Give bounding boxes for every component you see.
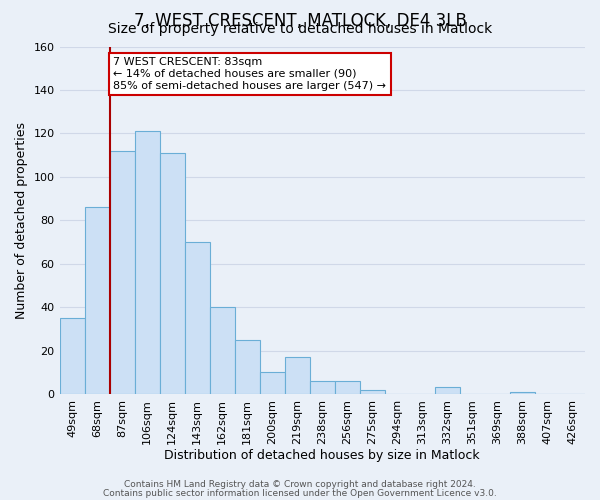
Bar bbox=[110, 150, 134, 394]
Bar bbox=[260, 372, 285, 394]
Bar bbox=[435, 388, 460, 394]
Bar bbox=[209, 307, 235, 394]
Text: Size of property relative to detached houses in Matlock: Size of property relative to detached ho… bbox=[108, 22, 492, 36]
Bar bbox=[59, 318, 85, 394]
Bar bbox=[335, 381, 360, 394]
Bar bbox=[160, 153, 185, 394]
Text: 7 WEST CRESCENT: 83sqm
← 14% of detached houses are smaller (90)
85% of semi-det: 7 WEST CRESCENT: 83sqm ← 14% of detached… bbox=[113, 58, 386, 90]
Bar bbox=[310, 381, 335, 394]
Bar bbox=[285, 357, 310, 394]
Bar bbox=[85, 207, 110, 394]
Bar bbox=[360, 390, 385, 394]
X-axis label: Distribution of detached houses by size in Matlock: Distribution of detached houses by size … bbox=[164, 450, 480, 462]
Bar bbox=[185, 242, 209, 394]
Bar bbox=[510, 392, 535, 394]
Bar bbox=[235, 340, 260, 394]
Y-axis label: Number of detached properties: Number of detached properties bbox=[15, 122, 28, 318]
Text: Contains public sector information licensed under the Open Government Licence v3: Contains public sector information licen… bbox=[103, 488, 497, 498]
Text: Contains HM Land Registry data © Crown copyright and database right 2024.: Contains HM Land Registry data © Crown c… bbox=[124, 480, 476, 489]
Text: 7, WEST CRESCENT, MATLOCK, DE4 3LB: 7, WEST CRESCENT, MATLOCK, DE4 3LB bbox=[134, 12, 466, 30]
Bar bbox=[134, 131, 160, 394]
